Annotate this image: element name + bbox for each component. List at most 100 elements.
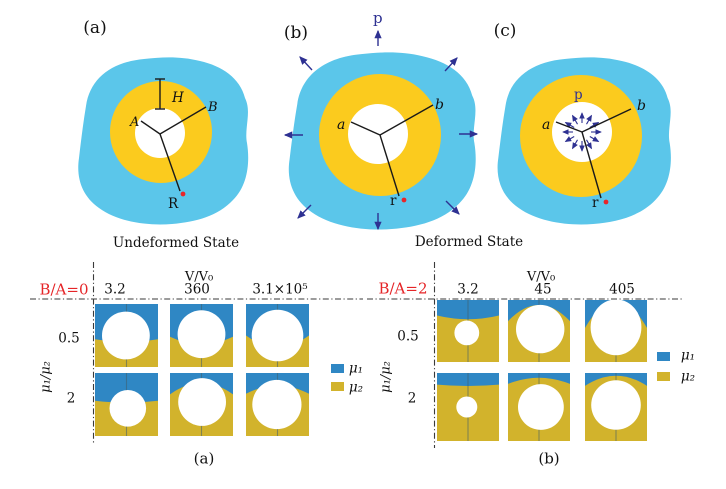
- tile-cavity: [109, 390, 147, 427]
- panel-b-col-0: 3.2: [457, 281, 479, 298]
- panel-b-col-title: V/V₀: [526, 269, 556, 285]
- tile-cavity: [102, 311, 150, 360]
- far-point-marker-c: [603, 199, 609, 205]
- panel-b-legend-swatch-mu1: [657, 352, 670, 361]
- tile-panel-a-row0-col1: [170, 304, 233, 367]
- cavity-pressure-arrow: [586, 114, 592, 125]
- tile-cavity: [456, 396, 478, 418]
- panel-a-legend-label-mu1: μ₁: [348, 360, 364, 377]
- tile-panel-b-row0-col2: [585, 300, 647, 362]
- label-b-c: b: [637, 98, 646, 114]
- caption-deformed-state: Deformed State: [415, 234, 523, 250]
- panel-a-legend-swatch-mu2: [331, 382, 344, 391]
- cavity-pressure-arrows: [562, 112, 602, 152]
- far-point-marker-b: [401, 197, 407, 203]
- panel-a-col-title: V/V₀: [184, 269, 214, 285]
- top-diagrams-canvas: (a) H A B R (b): [78, 9, 671, 251]
- panel-b-legend-label-mu2: μ₂: [680, 368, 696, 385]
- label-r-c: r: [592, 195, 599, 211]
- diagram-c-tag: (c): [494, 21, 517, 41]
- panel-a-row-1: 2: [66, 390, 76, 407]
- far-radius-line-b: [379, 134, 400, 197]
- label-H: H: [171, 90, 184, 106]
- inner-radius-line-c: [555, 121, 583, 133]
- tile-panel-b-row1-col1: [508, 373, 570, 441]
- external-tension-arrows: [283, 29, 479, 231]
- tile-panel-a-row1-col1: [170, 373, 233, 436]
- panel-b-row-0: 0.5: [397, 328, 419, 345]
- panel-b-ratio-label: B/A=2: [378, 279, 428, 298]
- far-point-marker-a: [180, 191, 186, 197]
- tile-cavity: [591, 380, 641, 430]
- tile-panel-b-row1-col2: [585, 373, 647, 441]
- far-radius-line-c: [581, 131, 602, 199]
- label-a-c: a: [542, 117, 550, 133]
- cavity-pressure-arrow: [589, 122, 600, 128]
- tile-panel-a-row1-col2: [246, 373, 309, 436]
- tile-cavity: [516, 304, 565, 354]
- label-a-b: a: [337, 117, 345, 133]
- label-p-c: p: [574, 87, 583, 103]
- tile-cavity: [177, 310, 226, 359]
- cavity-a: [135, 108, 185, 158]
- label-A: A: [129, 115, 139, 130]
- diagram-b-tag: (b): [284, 23, 308, 43]
- outer-radius-line-a: [159, 106, 207, 135]
- tension-arrow-top-left: [299, 56, 313, 71]
- panel-a-col-0: 3.2: [104, 281, 126, 298]
- diagram-a-tag: (a): [83, 18, 106, 38]
- label-r-b: r: [390, 193, 397, 209]
- cavity-pressure-arrow: [589, 136, 600, 142]
- tile-cavity: [590, 300, 642, 356]
- panel-a-row-axis: μ₁/μ₂: [38, 361, 54, 393]
- tile-cavity: [251, 309, 304, 362]
- outer-radius-line-c: [581, 108, 632, 133]
- panel-a-col-2: 3.1×10⁵: [252, 281, 308, 298]
- cavity-pressure-arrow: [564, 136, 575, 142]
- panel-b-legend-label-mu1: μ₁: [680, 347, 696, 364]
- cavity-pressure-arrow: [572, 139, 578, 150]
- diagram-b: (b) p a b r: [283, 9, 479, 231]
- tile-panel-b-row1-col0: [437, 373, 499, 441]
- label-R: R: [168, 196, 179, 212]
- cavity-pressure-arrow: [564, 122, 575, 128]
- tension-arrow-bottom-left: [297, 204, 312, 219]
- panel-b-caption: (b): [538, 449, 560, 468]
- panel-b-row-axis: μ₁/μ₂: [378, 361, 394, 393]
- cavity-pressure-arrow: [586, 139, 592, 150]
- panel-b-col-2: 405: [609, 281, 635, 298]
- tile-panel-b-row0-col1: [508, 300, 570, 362]
- panel-b-row-1: 2: [407, 390, 417, 407]
- cavity-pressure-arrow: [572, 114, 578, 125]
- tile-panel-a-row0-col0: [95, 304, 158, 367]
- panel-a-col-1: 360: [184, 281, 210, 298]
- tension-arrow-top-right: [444, 57, 458, 72]
- panel-b-col-1: 45: [534, 281, 552, 298]
- tile-panel-a-row1-col0: [95, 373, 158, 436]
- panel-a-legend-label-mu2: μ₂: [348, 379, 364, 396]
- panel-b-legend-swatch-mu2: [657, 372, 670, 381]
- outer-radius-line-b: [379, 104, 434, 136]
- far-radius-line-a: [159, 133, 181, 192]
- panel-a-legend-swatch-mu1: [331, 364, 344, 373]
- panel-a-caption: (a): [193, 449, 215, 468]
- tile-cavity: [252, 379, 302, 430]
- caption-undeformed-state: Undeformed State: [113, 235, 239, 251]
- inner-radius-line-b: [350, 121, 381, 136]
- tile-cavity: [454, 320, 480, 346]
- inner-radius-line-a: [140, 120, 161, 135]
- label-p-b: p: [373, 9, 383, 27]
- panel-a-row-0: 0.5: [58, 330, 80, 347]
- diagram-c: (c) p a b r: [494, 21, 671, 225]
- tile-panel-b-row0-col0: [437, 300, 499, 362]
- tension-arrow-bottom-right: [445, 200, 460, 215]
- tile-cavity: [178, 378, 226, 426]
- tile-cavity: [518, 384, 564, 430]
- label-b-b: b: [435, 97, 444, 113]
- panel-a-ratio-label: B/A=0: [39, 280, 89, 299]
- tile-panel-a-row0-col2: [246, 304, 309, 367]
- label-B: B: [207, 100, 218, 115]
- diagram-a: (a) H A B R: [78, 18, 249, 225]
